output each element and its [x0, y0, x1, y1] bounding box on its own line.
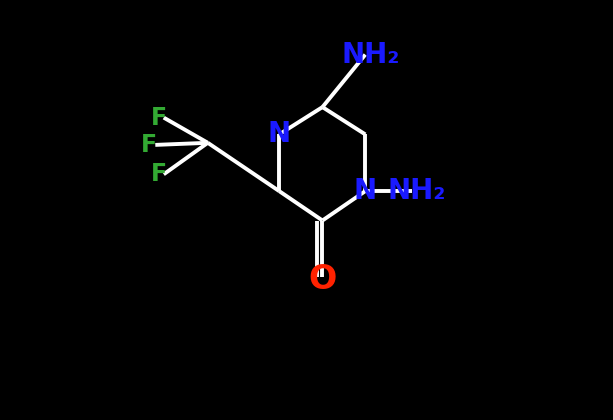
Text: N: N — [268, 121, 291, 148]
Text: NH₂: NH₂ — [341, 41, 400, 68]
Text: F: F — [141, 133, 157, 157]
Text: F: F — [151, 162, 167, 186]
Text: NH₂: NH₂ — [387, 177, 446, 205]
Text: N: N — [354, 177, 377, 205]
Text: O: O — [308, 263, 337, 296]
Text: F: F — [151, 105, 167, 130]
